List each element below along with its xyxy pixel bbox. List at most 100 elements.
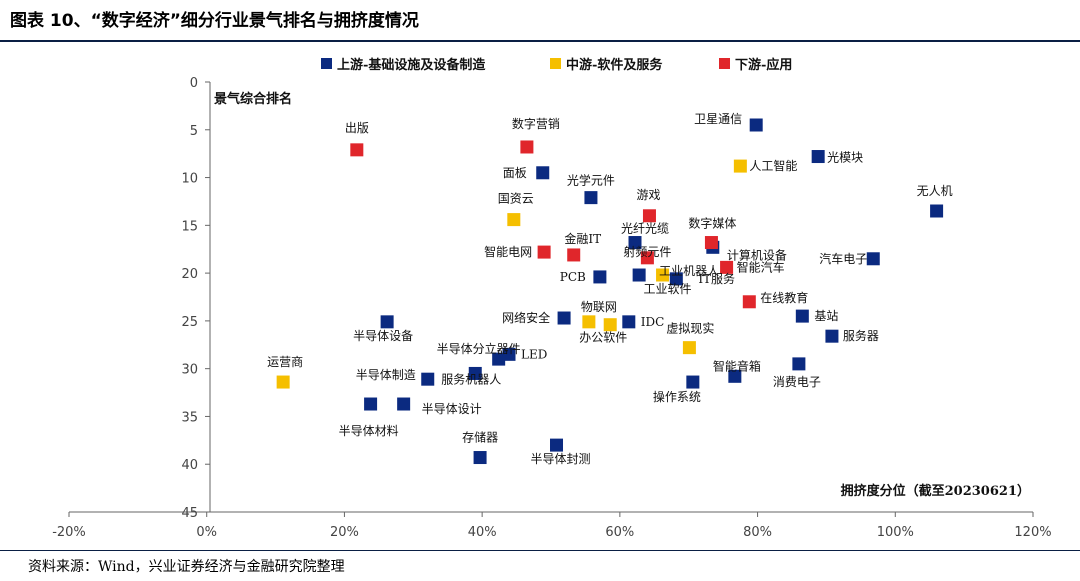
data-point-label: 人工智能 (749, 158, 797, 173)
data-point-label: 服务器 (843, 328, 879, 343)
data-point (749, 118, 763, 132)
source-note: 资料来源：Wind，兴业证券经济与金融研究院整理 (28, 559, 345, 575)
data-point (742, 295, 756, 309)
data-point (811, 150, 825, 164)
data-point (632, 268, 646, 282)
data-point (492, 352, 506, 366)
data-point-label: 光模块 (827, 151, 863, 165)
data-point-label: 出版 (345, 121, 369, 135)
data-point-label: 智能电网 (484, 244, 532, 259)
x-tick-label: 40% (468, 525, 497, 540)
x-axis-title: 拥挤度分位（截至20230621） (841, 483, 1030, 499)
y-tick-label: 35 (181, 410, 198, 425)
x-tick-label: 120% (1014, 525, 1051, 540)
data-point-label: 网络安全 (502, 310, 550, 325)
data-point (593, 270, 607, 284)
data-point-label: 射频元件 (623, 244, 671, 259)
data-point-label: LED (521, 347, 547, 361)
data-point-label: 存储器 (462, 430, 498, 445)
data-point-label: 金融IT (564, 231, 601, 246)
y-axis-title: 景气综合排名 (214, 91, 292, 107)
data-point-label: 运营商 (267, 354, 303, 369)
chart-axes: -20% 0% 20% 40% 60% 80% 100% 120% 0 5 10 15 20 25 30 35… (52, 76, 1051, 540)
x-tick-label: 20% (330, 525, 359, 540)
data-point (537, 245, 551, 259)
data-point (825, 329, 839, 343)
data-point (502, 347, 516, 361)
data-point (656, 268, 670, 282)
data-point (628, 236, 642, 250)
data-point (567, 248, 581, 262)
x-tick-label: 60% (605, 525, 634, 540)
data-point-label: 半导体设备 (353, 329, 413, 343)
data-point (720, 260, 734, 274)
x-tick-label: 100% (877, 525, 914, 540)
data-point (682, 341, 696, 355)
y-tick-label: 20 (181, 267, 198, 282)
x-tick-label: 80% (743, 525, 772, 540)
data-point-label: 在线教育 (760, 290, 808, 305)
chart-points (276, 118, 944, 465)
data-point-label: 半导体封测 (531, 452, 591, 466)
data-point-label: IT服务 (698, 271, 735, 286)
data-point (536, 166, 550, 180)
data-point (669, 272, 683, 286)
data-point (704, 236, 718, 250)
data-point-label: 面板 (503, 166, 527, 180)
data-point (380, 315, 394, 329)
data-point (473, 451, 487, 465)
chart-legend: 上游-基础设施及设备制造 中游-软件及服务 下游-应用 (321, 57, 792, 73)
data-point (728, 369, 742, 383)
data-point-label: PCB (560, 270, 586, 284)
data-point-label: IDC (641, 315, 665, 329)
data-point (642, 209, 656, 223)
data-point (364, 397, 378, 411)
data-point (792, 357, 806, 371)
data-point (397, 397, 411, 411)
legend-swatch (719, 58, 730, 69)
data-point-label: 物联网 (581, 300, 617, 314)
data-point-label: 计算机设备 (727, 247, 787, 262)
data-point (584, 191, 598, 205)
data-point-label: 半导体设计 (422, 402, 482, 416)
data-point-label: 办公软件 (579, 330, 627, 345)
data-point (795, 309, 809, 323)
x-tick-label: 0% (196, 525, 217, 540)
data-point-label: 汽车电子 (819, 251, 867, 266)
data-point (930, 204, 944, 218)
data-point-label: 数字营销 (512, 116, 560, 131)
data-point-label: 操作系统 (653, 389, 701, 404)
title-rule (0, 40, 1080, 42)
data-point (421, 372, 435, 386)
data-point-label: 服务机器人 (441, 371, 501, 386)
y-tick-label: 40 (181, 458, 198, 473)
data-point (350, 143, 364, 157)
data-point (603, 318, 617, 332)
data-point (468, 366, 482, 380)
legend-entry: 上游-基础设施及设备制造 (337, 57, 486, 73)
data-point (557, 311, 571, 325)
data-point (507, 213, 521, 227)
source-rule (0, 550, 1080, 551)
legend-swatch (550, 58, 561, 69)
data-point-label: 游戏 (636, 188, 660, 202)
data-point (866, 252, 880, 266)
y-tick-label: 5 (190, 124, 198, 139)
data-point (276, 375, 290, 389)
data-point-label: 半导体分立器件 (437, 341, 521, 356)
data-point (686, 375, 700, 389)
y-tick-label: 25 (181, 315, 198, 330)
legend-entry: 中游-软件及服务 (566, 57, 663, 73)
data-point-label: 数字媒体 (688, 216, 736, 231)
scatter-chart: -20% 0% 20% 40% 60% 80% 100% 120% 0 5 10 15 20 25 30 35… (52, 57, 1051, 540)
data-point (640, 251, 654, 265)
data-point (733, 159, 747, 173)
data-point-label: 智能汽车 (737, 259, 785, 274)
data-point (550, 438, 564, 452)
y-tick-label: 45 (181, 506, 198, 521)
y-tick-label: 30 (181, 363, 198, 378)
data-point (520, 140, 534, 154)
legend-entry: 下游-应用 (735, 57, 792, 73)
data-point-label: 消费电子 (773, 375, 821, 389)
